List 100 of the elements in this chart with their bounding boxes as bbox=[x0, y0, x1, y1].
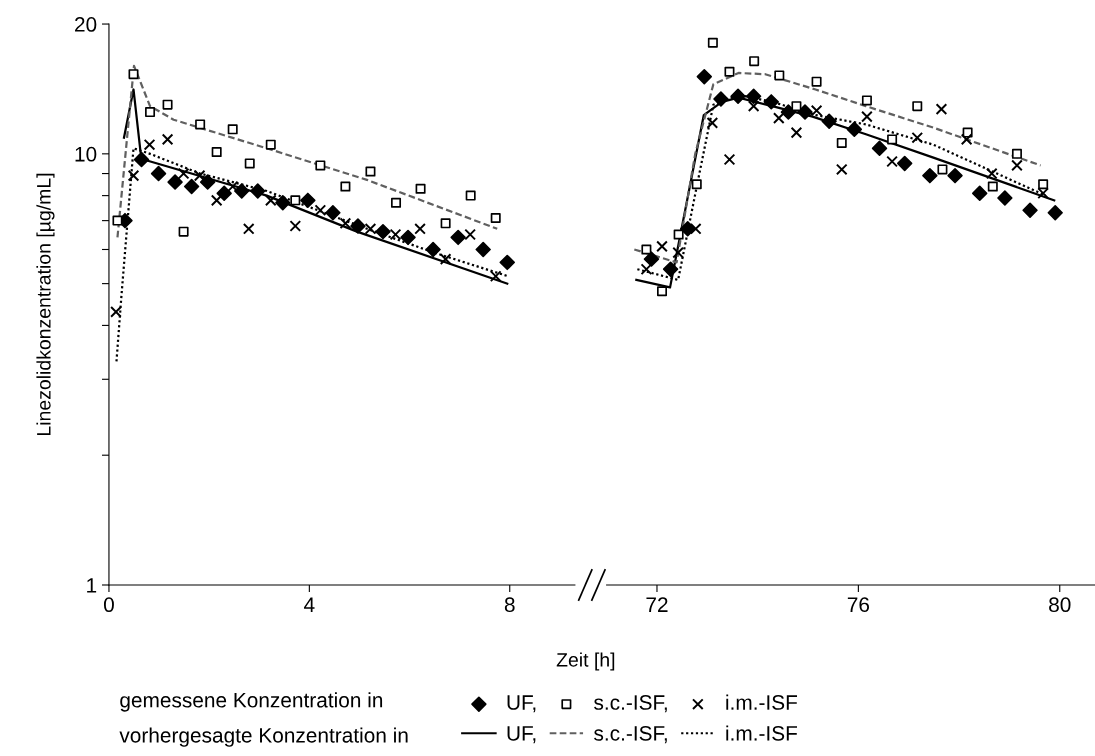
point bbox=[211, 146, 222, 157]
point bbox=[1011, 159, 1023, 172]
point bbox=[835, 163, 848, 176]
legend-label: UF, bbox=[507, 695, 536, 713]
point bbox=[997, 190, 1013, 206]
point bbox=[763, 94, 779, 110]
x-tick-label: 4 bbox=[304, 597, 315, 612]
point bbox=[657, 286, 668, 297]
point bbox=[772, 112, 785, 124]
text: vorhergesagte Konzentration in bbox=[119, 727, 408, 747]
point bbox=[912, 101, 923, 112]
point bbox=[724, 66, 735, 77]
point bbox=[922, 167, 938, 184]
point bbox=[490, 212, 501, 223]
point bbox=[162, 99, 173, 110]
point bbox=[234, 183, 250, 199]
point bbox=[364, 222, 377, 235]
point bbox=[475, 241, 491, 258]
point bbox=[774, 70, 785, 81]
x-axis-title: Zeit [h] bbox=[556, 652, 615, 671]
legend-label: s.c.-ISF, bbox=[594, 695, 667, 713]
point bbox=[112, 215, 123, 226]
point bbox=[290, 195, 301, 206]
point bbox=[821, 113, 837, 129]
point bbox=[167, 174, 183, 190]
point bbox=[489, 270, 502, 283]
point bbox=[791, 101, 802, 112]
point bbox=[350, 218, 366, 234]
point bbox=[265, 139, 276, 150]
point bbox=[1037, 187, 1049, 200]
y-tick-label: 20 bbox=[75, 17, 97, 32]
point bbox=[450, 229, 466, 246]
point bbox=[464, 228, 476, 241]
point bbox=[1022, 202, 1038, 218]
legend-label: i.m.-ISF bbox=[726, 725, 798, 741]
text: gemessene Konzentration in bbox=[120, 692, 383, 712]
point bbox=[935, 103, 948, 115]
point bbox=[365, 166, 376, 177]
y-tick-label: 10 bbox=[75, 146, 97, 162]
point bbox=[656, 240, 668, 253]
point bbox=[499, 254, 515, 271]
point bbox=[143, 138, 156, 151]
point bbox=[465, 190, 476, 201]
point bbox=[375, 223, 391, 240]
point bbox=[425, 241, 441, 258]
point bbox=[199, 174, 216, 190]
point bbox=[242, 222, 255, 235]
y-axis-title: Linezolidkonzentration [µg/mL] bbox=[36, 173, 55, 435]
point bbox=[264, 194, 277, 207]
point bbox=[836, 137, 847, 148]
point bbox=[193, 169, 206, 182]
point bbox=[662, 261, 679, 277]
point bbox=[987, 181, 998, 192]
point bbox=[161, 133, 174, 146]
point bbox=[641, 244, 652, 255]
point bbox=[971, 185, 988, 201]
point bbox=[747, 100, 760, 112]
point bbox=[145, 107, 156, 118]
point bbox=[947, 167, 963, 184]
point bbox=[861, 110, 873, 123]
point bbox=[439, 253, 452, 265]
point bbox=[811, 76, 822, 87]
point bbox=[723, 153, 736, 166]
point bbox=[275, 195, 291, 211]
point bbox=[643, 251, 660, 267]
point bbox=[183, 178, 200, 195]
point bbox=[691, 179, 702, 190]
point bbox=[640, 263, 653, 276]
point bbox=[195, 119, 206, 130]
point bbox=[415, 183, 426, 194]
point bbox=[911, 131, 924, 144]
legend-label: i.m.-ISF bbox=[726, 694, 798, 710]
point bbox=[861, 95, 872, 106]
point bbox=[178, 226, 189, 237]
point bbox=[960, 133, 973, 146]
point bbox=[300, 192, 316, 209]
point bbox=[937, 164, 948, 175]
point bbox=[289, 220, 302, 232]
point bbox=[133, 151, 150, 168]
point bbox=[846, 121, 863, 138]
x-tick-label: 8 bbox=[504, 597, 515, 613]
point bbox=[730, 88, 746, 104]
y-tick-label: 1 bbox=[87, 578, 97, 593]
x-tick-label: 0 bbox=[103, 597, 114, 613]
point bbox=[210, 194, 223, 207]
point bbox=[216, 185, 232, 201]
point bbox=[696, 68, 713, 85]
point bbox=[985, 167, 998, 180]
point bbox=[150, 165, 167, 182]
line-series bbox=[116, 64, 499, 239]
point bbox=[177, 167, 190, 180]
point bbox=[389, 228, 402, 241]
point bbox=[244, 158, 255, 169]
point bbox=[797, 104, 813, 120]
point bbox=[440, 218, 451, 229]
point bbox=[887, 134, 898, 145]
point bbox=[713, 91, 729, 107]
point bbox=[707, 37, 718, 48]
point bbox=[706, 117, 719, 129]
point bbox=[1011, 148, 1022, 159]
